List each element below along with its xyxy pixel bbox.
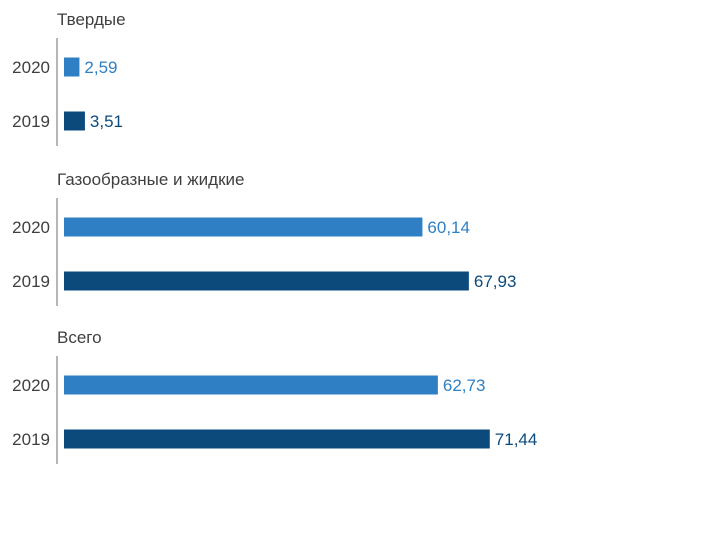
value-label: 60,14 bbox=[427, 218, 470, 237]
bar-2019 bbox=[64, 271, 469, 291]
bar-2020 bbox=[64, 57, 80, 77]
group-title: Всего bbox=[57, 328, 102, 347]
value-label: 3,51 bbox=[90, 112, 123, 131]
bar-2020 bbox=[64, 375, 438, 395]
bar-group: Твердые 2020 2,59 2019 3,51 bbox=[12, 10, 126, 146]
year-label: 2020 bbox=[12, 58, 50, 77]
bar-2020 bbox=[64, 217, 423, 237]
bar-group: Газообразные и жидкие 2020 60,14 2019 67,93 bbox=[12, 170, 516, 306]
year-label: 2020 bbox=[12, 218, 50, 237]
bar-group: Всего 2020 62,73 2019 71,44 bbox=[12, 328, 537, 464]
year-label: 2019 bbox=[12, 430, 50, 449]
value-label: 67,93 bbox=[474, 272, 517, 291]
year-label: 2020 bbox=[12, 376, 50, 395]
bar-2019 bbox=[64, 429, 490, 449]
year-label: 2019 bbox=[12, 112, 50, 131]
value-label: 71,44 bbox=[495, 430, 538, 449]
year-label: 2019 bbox=[12, 272, 50, 291]
group-title: Твердые bbox=[57, 10, 126, 29]
value-label: 2,59 bbox=[84, 58, 117, 77]
group-title: Газообразные и жидкие bbox=[57, 170, 244, 189]
bar-2019 bbox=[64, 111, 85, 131]
value-label: 62,73 bbox=[443, 376, 486, 395]
